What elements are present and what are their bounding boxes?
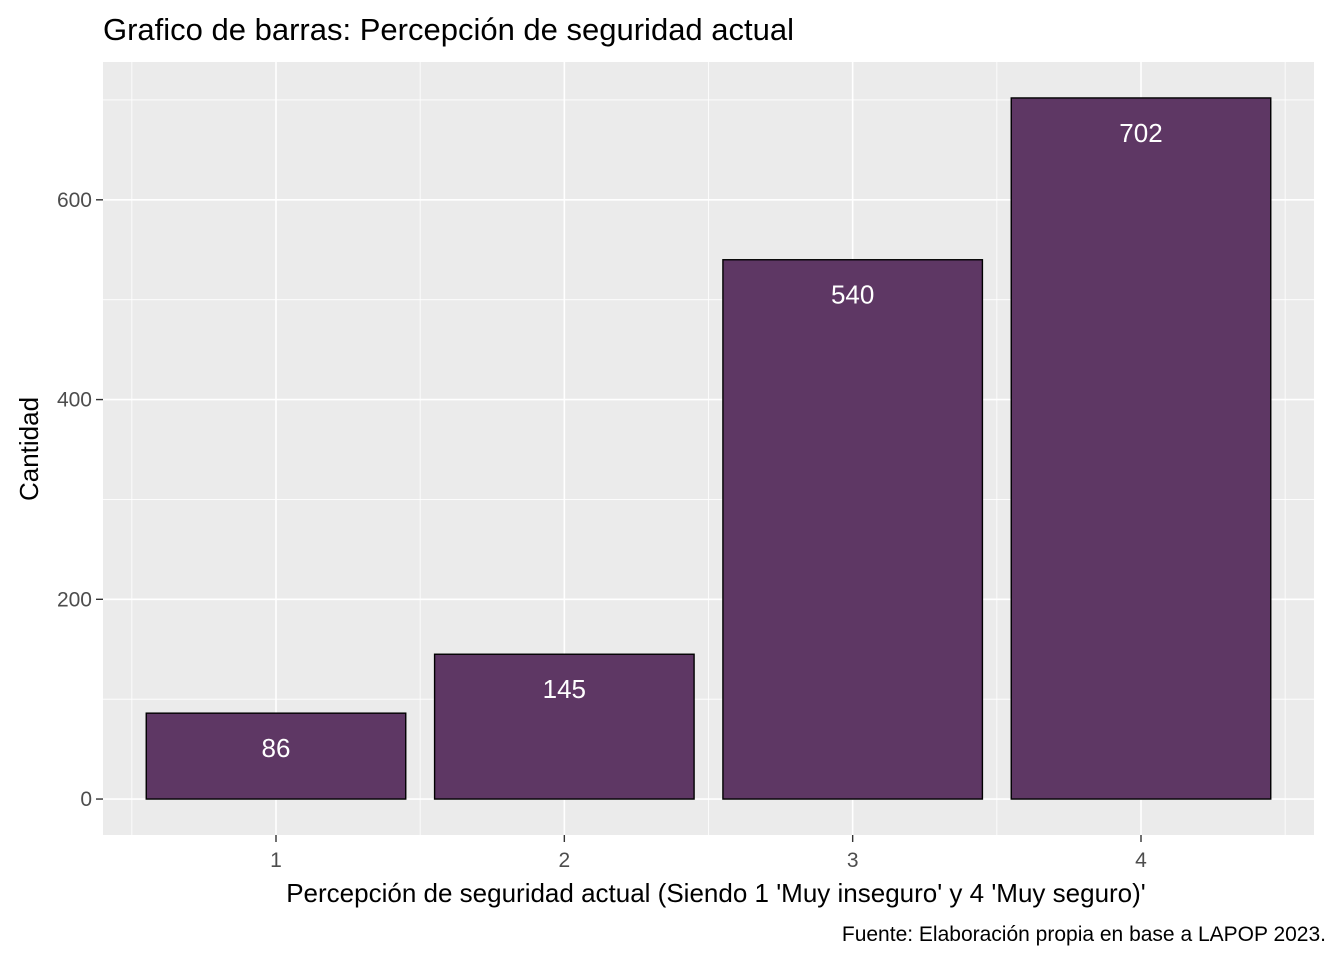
x-tick-label: 4 bbox=[1135, 849, 1147, 872]
x-axis: 1 2 3 4 bbox=[270, 835, 1147, 872]
y-tick-label: 400 bbox=[57, 389, 92, 412]
bar-label-4: 702 bbox=[1119, 118, 1162, 148]
bar-3 bbox=[722, 259, 984, 800]
x-tick-label: 3 bbox=[847, 849, 859, 872]
bar-labels: 86 145 540 702 bbox=[262, 118, 1163, 763]
x-tick-label: 1 bbox=[270, 849, 282, 872]
y-tick-label: 0 bbox=[80, 788, 92, 811]
y-axis-title: Cantidad bbox=[14, 397, 44, 501]
x-tick-label: 2 bbox=[558, 849, 570, 872]
bar-label-2: 145 bbox=[543, 674, 586, 704]
chart-title: Grafico de barras: Percepción de segurid… bbox=[103, 12, 794, 47]
y-axis: 0 200 400 600 bbox=[57, 189, 103, 811]
bars bbox=[145, 97, 1272, 800]
bar-label-1: 86 bbox=[262, 733, 291, 763]
y-tick-label: 200 bbox=[57, 588, 92, 611]
bar-2 bbox=[433, 653, 695, 800]
bar-1 bbox=[145, 712, 407, 800]
x-axis-title: Percepción de seguridad actual (Siendo 1… bbox=[286, 878, 1146, 908]
y-tick-label: 600 bbox=[57, 189, 92, 212]
chart-caption: Fuente: Elaboración propia en base a LAP… bbox=[842, 923, 1326, 946]
bar-label-3: 540 bbox=[831, 280, 874, 310]
minor-gridlines bbox=[103, 62, 1314, 835]
bar-4 bbox=[1010, 97, 1272, 800]
